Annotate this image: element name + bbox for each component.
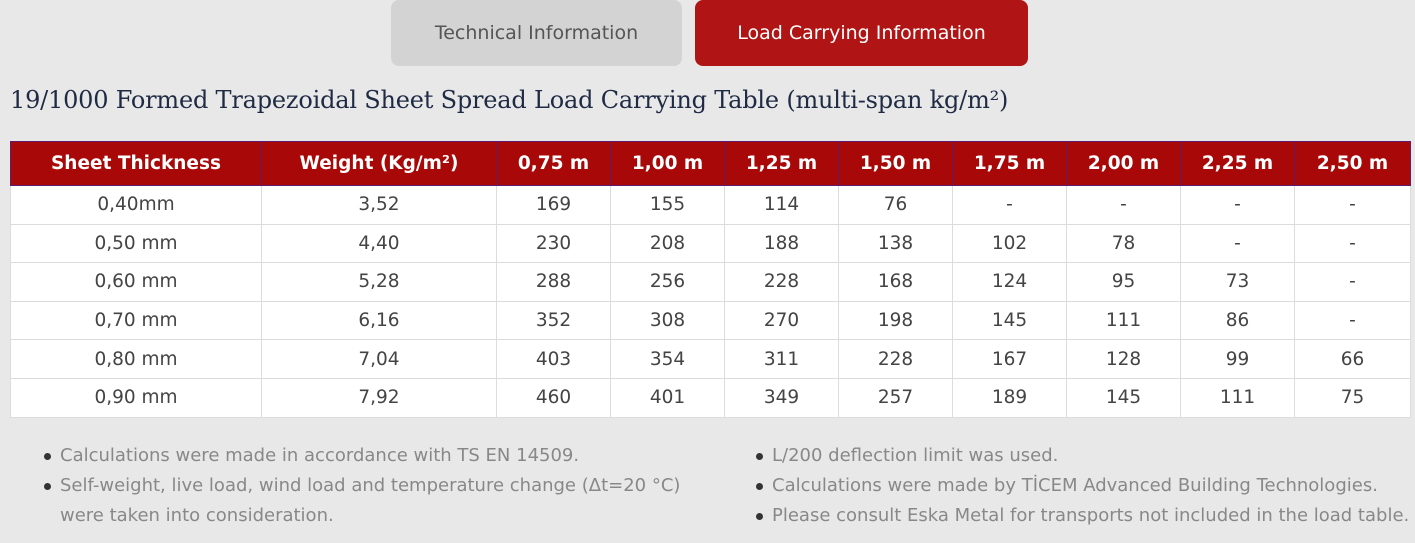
list-item: L/200 deflection limit was used.	[756, 441, 1415, 471]
page-title: 19/1000 Formed Trapezoidal Sheet Spread …	[10, 86, 1009, 114]
table-row: 0,60 mm 5,28 288 256 228 168 124 95 73 -	[10, 262, 1411, 302]
table-cell: -	[952, 185, 1067, 225]
table-cell: 5,28	[261, 262, 497, 302]
table-cell: 0,50 mm	[10, 223, 262, 264]
table-cell: -	[1180, 185, 1295, 225]
table-cell: 168	[838, 262, 953, 302]
header-span-1-00: 1,00 m	[610, 141, 725, 186]
header-span-2-50: 2,50 m	[1294, 141, 1411, 186]
table-cell: 73	[1180, 262, 1295, 302]
table-cell: 111	[1066, 300, 1181, 341]
table-row: 0,70 mm 6,16 352 308 270 198 145 111 86 …	[10, 300, 1411, 341]
table-cell: 198	[838, 300, 953, 341]
header-span-2-00: 2,00 m	[1066, 141, 1181, 186]
table-row: 0,40mm 3,52 169 155 114 76 - - - -	[10, 185, 1411, 225]
header-span-1-75: 1,75 m	[952, 141, 1067, 186]
notes-list-left: Calculations were made in accordance wit…	[40, 441, 720, 531]
table-cell: 354	[610, 339, 725, 379]
table-row: 0,80 mm 7,04 403 354 311 228 167 128 99 …	[10, 339, 1411, 379]
tab-load-carrying-information[interactable]: Load Carrying Information	[695, 0, 1028, 66]
table-cell: 155	[610, 185, 725, 225]
table-cell: 256	[610, 262, 725, 302]
table-cell: 460	[496, 377, 611, 418]
table-cell: 169	[496, 185, 611, 225]
list-item: Please consult Eska Metal for transports…	[756, 501, 1415, 531]
notes-list-right: L/200 deflection limit was used. Calcula…	[752, 441, 1415, 531]
table-cell: 128	[1066, 339, 1181, 379]
table-cell: -	[1294, 185, 1411, 225]
table-cell: 95	[1066, 262, 1181, 302]
table-cell: 76	[838, 185, 953, 225]
table-cell: 99	[1180, 339, 1295, 379]
table-cell: 0,70 mm	[10, 300, 262, 341]
table-cell: 3,52	[261, 185, 497, 225]
table-cell: 311	[724, 339, 839, 379]
table-cell: 124	[952, 262, 1067, 302]
table-cell: 86	[1180, 300, 1295, 341]
info-tabs: Technical Information Load Carrying Info…	[391, 0, 1028, 66]
table-cell: 230	[496, 223, 611, 264]
table-cell: -	[1066, 185, 1181, 225]
table-cell: 66	[1294, 339, 1411, 379]
table-cell: 138	[838, 223, 953, 264]
table-cell: 0,90 mm	[10, 377, 262, 418]
table-cell: 145	[1066, 377, 1181, 418]
table-cell: 4,40	[261, 223, 497, 264]
table-cell: 208	[610, 223, 725, 264]
table-cell: 0,80 mm	[10, 339, 262, 379]
table-cell: 75	[1294, 377, 1411, 418]
table-header-row: Sheet Thickness Weight (Kg/m²) 0,75 m 1,…	[10, 141, 1411, 186]
table-cell: 189	[952, 377, 1067, 418]
table-row: 0,90 mm 7,92 460 401 349 257 189 145 111…	[10, 377, 1411, 418]
header-span-2-25: 2,25 m	[1180, 141, 1295, 186]
table-cell: 288	[496, 262, 611, 302]
table-cell: 0,40mm	[10, 185, 262, 225]
table-cell: 7,04	[261, 339, 497, 379]
load-carrying-table: Sheet Thickness Weight (Kg/m²) 0,75 m 1,…	[10, 141, 1411, 418]
table-cell: 0,60 mm	[10, 262, 262, 302]
header-span-1-50: 1,50 m	[838, 141, 953, 186]
list-item: Calculations were made in accordance wit…	[44, 441, 720, 471]
table-cell: 257	[838, 377, 953, 418]
table-cell: 228	[724, 262, 839, 302]
table-row: 0,50 mm 4,40 230 208 188 138 102 78 - -	[10, 223, 1411, 264]
table-cell: 78	[1066, 223, 1181, 264]
tab-technical-information[interactable]: Technical Information	[391, 0, 682, 66]
table-cell: -	[1294, 300, 1411, 341]
table-cell: -	[1294, 262, 1411, 302]
list-item: Self-weight, live load, wind load and te…	[44, 471, 720, 531]
table-cell: 403	[496, 339, 611, 379]
table-cell: 349	[724, 377, 839, 418]
table-cell: 308	[610, 300, 725, 341]
table-cell: 188	[724, 223, 839, 264]
table-cell: 145	[952, 300, 1067, 341]
table-cell: 114	[724, 185, 839, 225]
header-span-0-75: 0,75 m	[496, 141, 611, 186]
header-weight: Weight (Kg/m²)	[261, 141, 497, 186]
table-cell: 270	[724, 300, 839, 341]
table-cell: 401	[610, 377, 725, 418]
table-cell: 228	[838, 339, 953, 379]
table-cell: 111	[1180, 377, 1295, 418]
table-cell: 352	[496, 300, 611, 341]
list-item: Calculations were made by TİCEM Advanced…	[756, 471, 1415, 501]
header-sheet-thickness: Sheet Thickness	[10, 141, 262, 186]
header-span-1-25: 1,25 m	[724, 141, 839, 186]
table-cell: 7,92	[261, 377, 497, 418]
table-cell: -	[1180, 223, 1295, 264]
table-cell: 102	[952, 223, 1067, 264]
table-cell: 6,16	[261, 300, 497, 341]
table-cell: 167	[952, 339, 1067, 379]
table-cell: -	[1294, 223, 1411, 264]
